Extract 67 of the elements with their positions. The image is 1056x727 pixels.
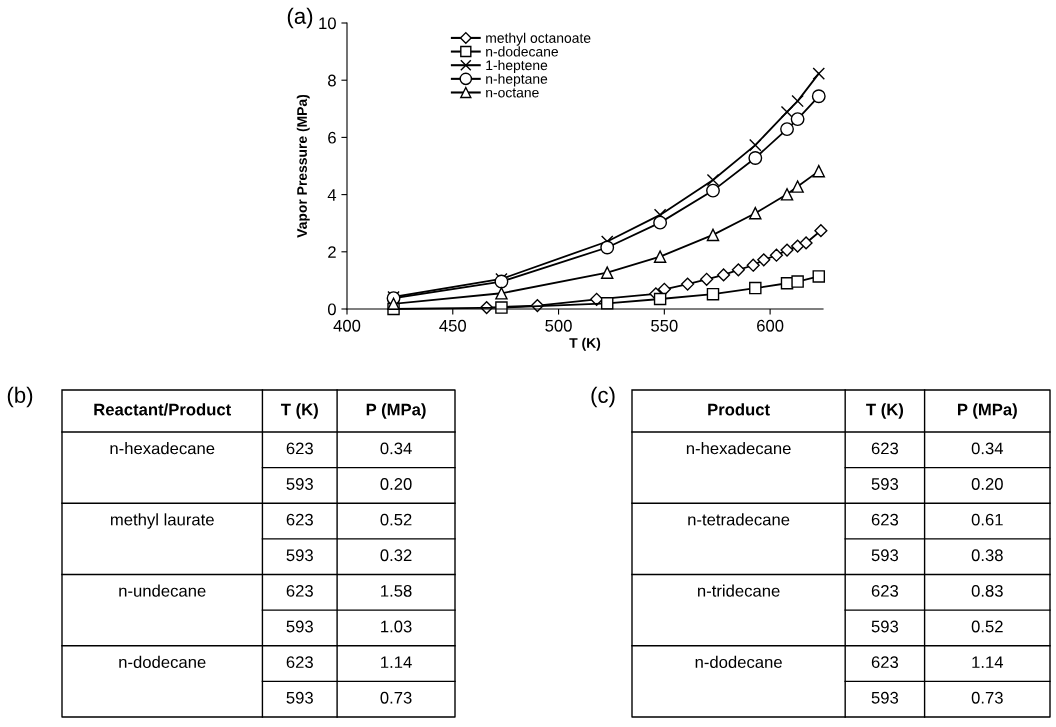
category-label: Product <box>708 403 770 416</box>
category-label: P (MPa) <box>366 403 426 419</box>
y-tick-label: 4 <box>327 189 337 201</box>
y-axis-title: Vapor Pressure (MPa) <box>296 94 310 238</box>
text: 623 <box>871 513 899 526</box>
text: 623 <box>871 442 899 455</box>
text: n-undecane <box>119 584 206 597</box>
text: 623 <box>871 584 899 597</box>
x-tick-label: 450 <box>439 319 467 332</box>
x-tick-label: 550 <box>651 319 678 332</box>
text: n-dodecane <box>695 655 782 669</box>
text: 1.58 <box>381 584 412 597</box>
x-axis-title: T (K) <box>569 337 601 351</box>
x-tick-label: 400 <box>333 319 361 332</box>
text: 0.83 <box>971 584 1003 597</box>
category-label: T (K) <box>866 403 904 419</box>
text: 1.14 <box>972 656 1004 668</box>
text: 593 <box>871 549 899 562</box>
y-tick-label: 8 <box>328 74 336 87</box>
text: 623 <box>871 656 899 669</box>
legend-label: n-heptane <box>486 73 548 87</box>
text: 593 <box>871 620 899 633</box>
text: 0.34 <box>380 442 412 455</box>
y-tick-label: 0 <box>327 303 336 316</box>
text: 593 <box>871 691 899 704</box>
text: n-hexadecane <box>686 442 791 455</box>
text: 593 <box>871 478 899 490</box>
text: n-hexadecane <box>110 442 215 455</box>
text: (c) <box>591 386 615 408</box>
y-tick-label: 6 <box>328 131 336 144</box>
text: 0.34 <box>971 442 1004 455</box>
text: 0.52 <box>971 620 1003 633</box>
text: 593 <box>286 691 313 704</box>
text: 0.32 <box>380 549 412 562</box>
legend-label: methyl octanoate <box>486 32 591 46</box>
text: methyl laurate <box>110 513 214 529</box>
text: n-tetradecane <box>688 513 790 526</box>
text: 623 <box>286 513 313 526</box>
text: n-dodecane <box>119 655 206 669</box>
category-label: Reactant/Product <box>94 403 232 416</box>
category-label: P (MPa) <box>958 403 1017 419</box>
y-tick-label: 10 <box>319 17 336 30</box>
text: 623 <box>286 442 313 455</box>
text: 0.73 <box>971 691 1003 704</box>
legend-label: n-dodecane <box>486 46 558 57</box>
text: n-tridecane <box>698 584 780 597</box>
chart-title: (a) <box>287 7 313 29</box>
legend-label: 1-heptene <box>486 60 548 73</box>
text: 0.61 <box>971 513 1003 526</box>
text: 1.14 <box>381 656 412 668</box>
text: 593 <box>286 620 313 633</box>
text: 0.20 <box>971 478 1003 490</box>
text: 0.38 <box>971 549 1003 562</box>
text: 1.03 <box>381 620 412 633</box>
legend-label: n-octane <box>486 88 539 98</box>
text: 623 <box>286 656 313 669</box>
text: (b) <box>7 386 33 408</box>
text: 0.73 <box>380 691 412 704</box>
text: 0.20 <box>380 478 412 490</box>
text: 0.52 <box>380 513 412 526</box>
category-label: T (K) <box>280 403 318 419</box>
y-tick-label: 2 <box>328 246 336 258</box>
x-tick-label: 600 <box>757 319 784 332</box>
x-tick-label: 500 <box>545 319 572 332</box>
text: 593 <box>286 549 313 562</box>
text: 623 <box>286 584 313 597</box>
text: 593 <box>286 478 313 490</box>
